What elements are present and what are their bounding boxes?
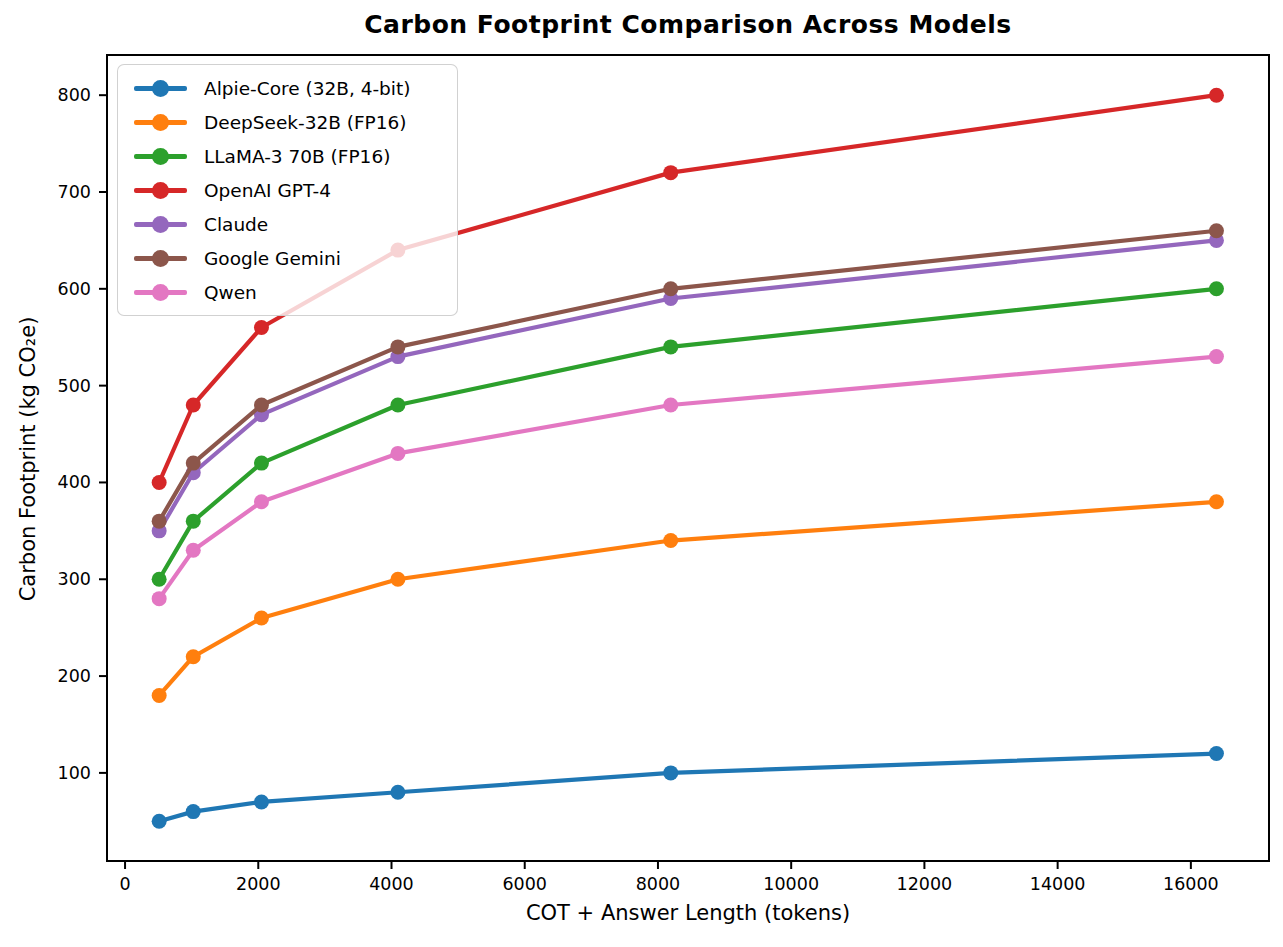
data-point-qwen [186, 543, 201, 558]
legend-label: LLaMA-3 70B (FP16) [204, 146, 390, 167]
legend: Alpie-Core (32B, 4-bit) DeepSeek-32B (FP1… [117, 64, 458, 316]
data-point-alpie-core-32b-4-bit [663, 765, 678, 780]
y-tick-label: 800 [58, 85, 91, 105]
legend-item: Qwen [118, 275, 457, 309]
legend-label: Qwen [204, 282, 257, 303]
data-point-openai-gpt-4 [1209, 88, 1224, 103]
data-point-alpie-core-32b-4-bit [1209, 746, 1224, 761]
data-point-google-gemini [152, 514, 167, 529]
data-point-google-gemini [663, 281, 678, 296]
data-point-qwen [390, 446, 405, 461]
legend-line-marker-icon [134, 283, 187, 301]
chart-title: Carbon Footprint Comparison Across Model… [107, 10, 1269, 39]
data-point-llama-3-70b-fp16 [663, 339, 678, 354]
data-point-deepseek-32b-fp16 [1209, 494, 1224, 509]
data-point-openai-gpt-4 [186, 397, 201, 412]
data-point-alpie-core-32b-4-bit [254, 794, 269, 809]
legend-dot [152, 250, 169, 267]
legend-line-marker-icon [134, 147, 187, 165]
series-line-llama-3-70b-fp16 [159, 289, 1216, 579]
data-point-llama-3-70b-fp16 [186, 514, 201, 529]
data-point-llama-3-70b-fp16 [390, 397, 405, 412]
data-point-qwen [663, 397, 678, 412]
legend-label: Claude [204, 214, 268, 235]
legend-dot [152, 114, 169, 131]
series-line-alpie-core-32b-4-bit [159, 754, 1216, 822]
data-point-deepseek-32b-fp16 [186, 649, 201, 664]
data-point-google-gemini [254, 397, 269, 412]
legend-item: Google Gemini [118, 241, 457, 275]
y-tick-label: 300 [58, 569, 91, 589]
legend-item: OpenAI GPT-4 [118, 173, 457, 207]
y-tick-label: 700 [58, 182, 91, 202]
legend-dot [152, 182, 169, 199]
data-point-openai-gpt-4 [254, 320, 269, 335]
x-tick-label: 0 [119, 874, 130, 894]
y-tick-label: 600 [58, 279, 91, 299]
x-tick-label: 2000 [236, 874, 281, 894]
data-point-alpie-core-32b-4-bit [152, 814, 167, 829]
legend-label: DeepSeek-32B (FP16) [204, 112, 407, 133]
legend-dot [152, 80, 169, 97]
x-axis-label: COT + Answer Length (tokens) [107, 901, 1269, 925]
legend-dot [152, 148, 169, 165]
data-point-qwen [152, 591, 167, 606]
data-point-openai-gpt-4 [663, 165, 678, 180]
data-point-alpie-core-32b-4-bit [390, 785, 405, 800]
legend-item: LLaMA-3 70B (FP16) [118, 139, 457, 173]
x-tick-label: 14000 [1030, 874, 1086, 894]
legend-line-marker-icon [134, 79, 187, 97]
data-point-qwen [1209, 349, 1224, 364]
data-point-deepseek-32b-fp16 [663, 533, 678, 548]
x-tick-label: 12000 [897, 874, 953, 894]
data-point-qwen [254, 494, 269, 509]
legend-line-marker-icon [134, 113, 187, 131]
x-tick-label: 16000 [1163, 874, 1219, 894]
legend-label: Alpie-Core (32B, 4-bit) [204, 78, 410, 99]
data-point-openai-gpt-4 [152, 475, 167, 490]
legend-item: Alpie-Core (32B, 4-bit) [118, 71, 457, 105]
legend-item: DeepSeek-32B (FP16) [118, 105, 457, 139]
legend-label: Google Gemini [204, 248, 341, 269]
x-tick-label: 6000 [502, 874, 547, 894]
legend-line-marker-icon [134, 181, 187, 199]
data-point-deepseek-32b-fp16 [390, 572, 405, 587]
y-tick-label: 500 [58, 376, 91, 396]
y-tick-label: 100 [58, 763, 91, 783]
y-axis-label: Carbon Footprint (kg CO₂e) [16, 229, 40, 689]
legend-item: Claude [118, 207, 457, 241]
data-point-google-gemini [186, 456, 201, 471]
chart-figure: 0 2000 4000 6000 8000 10000 12000 14000 16000 100… [0, 0, 1283, 947]
y-tick-label: 200 [58, 666, 91, 686]
legend-line-marker-icon [134, 249, 187, 267]
legend-label: OpenAI GPT-4 [204, 180, 331, 201]
data-point-deepseek-32b-fp16 [152, 688, 167, 703]
data-point-alpie-core-32b-4-bit [186, 804, 201, 819]
data-point-google-gemini [390, 339, 405, 354]
data-point-llama-3-70b-fp16 [152, 572, 167, 587]
data-point-llama-3-70b-fp16 [1209, 281, 1224, 296]
legend-line-marker-icon [134, 215, 187, 233]
data-point-llama-3-70b-fp16 [254, 456, 269, 471]
x-tick-label: 10000 [763, 874, 819, 894]
y-tick-label: 400 [58, 472, 91, 492]
legend-dot [152, 284, 169, 301]
data-point-google-gemini [1209, 223, 1224, 238]
data-point-deepseek-32b-fp16 [254, 610, 269, 625]
x-tick-label: 8000 [636, 874, 681, 894]
legend-dot [152, 216, 169, 233]
x-tick-label: 4000 [369, 874, 414, 894]
series-line-deepseek-32b-fp16 [159, 502, 1216, 696]
